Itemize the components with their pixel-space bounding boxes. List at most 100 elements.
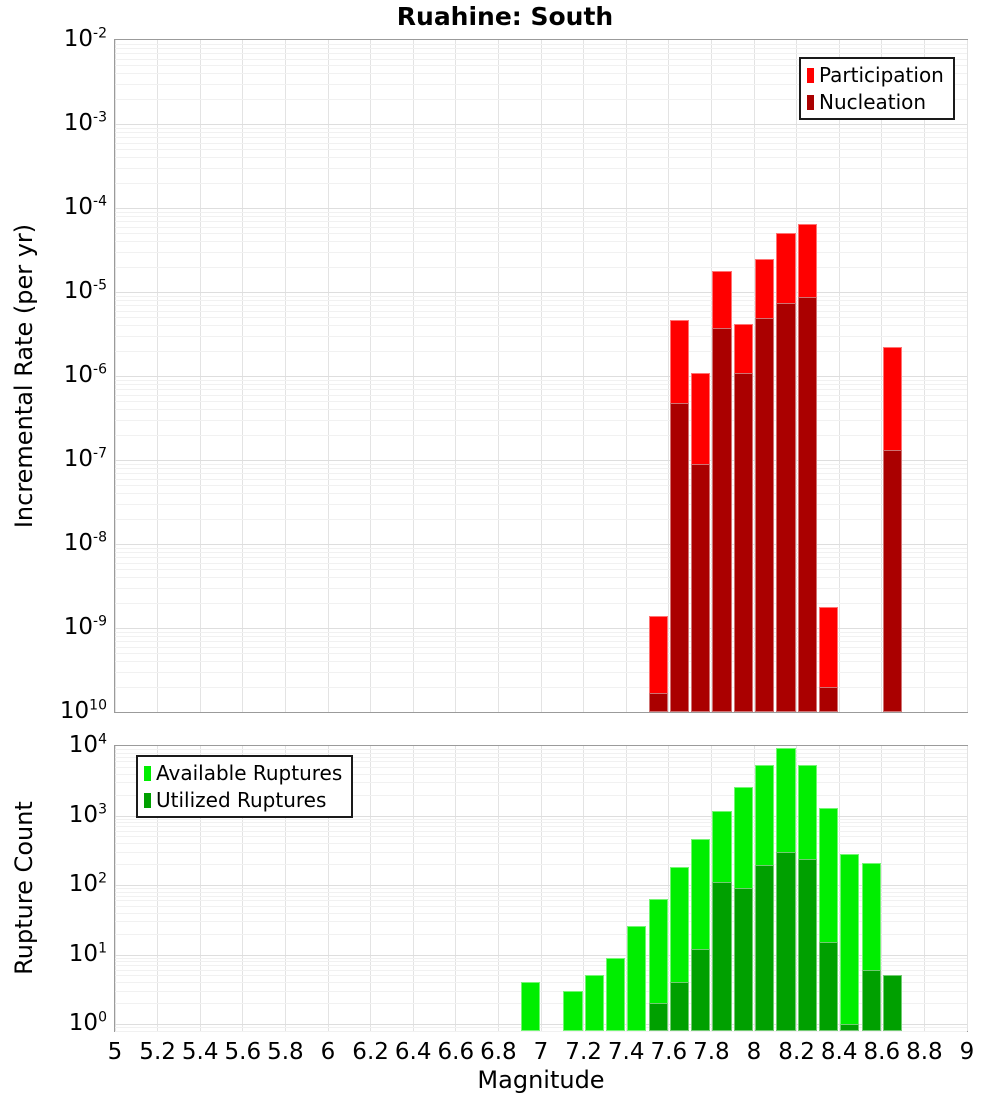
gridline-horizontal-minor — [115, 631, 967, 633]
gridline-horizontal-minor — [115, 295, 967, 297]
bar-utilized-ruptures — [840, 1024, 860, 1031]
gridline-horizontal-minor — [115, 843, 967, 845]
gridline-horizontal-major — [115, 376, 967, 377]
legend-incremental-rate: Participation Nucleation — [799, 57, 955, 120]
gridline-horizontal-minor — [115, 547, 967, 549]
gridline-horizontal-major — [115, 544, 967, 545]
gridline-horizontal-minor — [115, 335, 967, 337]
legend-marker-participation-icon — [807, 67, 814, 83]
x-axis-label: Magnitude — [477, 1066, 605, 1094]
y-tick-label: 10-6 — [63, 361, 107, 388]
bar-nucleation — [797, 297, 817, 712]
bar-nucleation — [733, 372, 753, 712]
bar-utilized-ruptures — [882, 975, 903, 1031]
gridline-horizontal-minor — [115, 384, 967, 386]
gridline-horizontal-minor — [115, 895, 967, 897]
x-tick-label: 7.8 — [693, 1039, 730, 1065]
y-tick-label: 103 — [68, 800, 107, 828]
gridline-horizontal-minor — [115, 933, 967, 935]
incremental-rate-plot-area — [114, 39, 968, 713]
gridline-horizontal-minor — [115, 167, 967, 169]
x-tick-label: 6 — [320, 1039, 336, 1065]
gridline-horizontal-minor — [115, 969, 967, 971]
gridline-horizontal-minor — [115, 317, 967, 319]
gridline-horizontal-major — [115, 1024, 967, 1026]
y-tick-label: 101 — [68, 939, 107, 967]
gridline-horizontal-minor — [115, 157, 967, 159]
legend-marker-available-ruptures-icon — [144, 765, 151, 781]
gridline-horizontal-minor — [115, 686, 967, 688]
gridline-horizontal-minor — [115, 58, 967, 60]
x-tick-label: 6.2 — [352, 1039, 389, 1065]
gridline-horizontal-minor — [115, 557, 967, 558]
gridline-horizontal-minor — [115, 864, 967, 866]
gridline-horizontal-minor — [115, 990, 967, 992]
gridline-horizontal-major — [115, 885, 967, 887]
x-tick-label: 5.8 — [267, 1039, 304, 1065]
gridline-horizontal-minor — [115, 569, 967, 571]
bar-nucleation — [712, 328, 732, 712]
bar-available-ruptures — [605, 957, 626, 1031]
gridline-horizontal-minor — [115, 822, 967, 824]
gridline-horizontal-minor — [115, 577, 967, 579]
gridline-horizontal-minor — [115, 226, 967, 228]
gridline-horizontal-minor — [115, 132, 967, 134]
legend-marker-utilized-ruptures-icon — [144, 792, 151, 808]
x-tick-label: 7.6 — [650, 1039, 688, 1065]
gridline-vertical — [966, 40, 968, 712]
x-tick-label: 7.2 — [565, 1039, 602, 1065]
gridline-horizontal-minor — [115, 766, 967, 768]
gridline-horizontal-minor — [115, 305, 967, 306]
gridline-horizontal-minor — [115, 350, 967, 352]
gridline-horizontal-minor — [115, 587, 967, 589]
gridline-horizontal-minor — [115, 782, 967, 784]
gridline-horizontal-minor — [115, 749, 967, 751]
bar-available-ruptures — [520, 982, 540, 1031]
gridline-horizontal-minor — [115, 43, 967, 45]
gridline-horizontal-minor — [115, 1030, 967, 1032]
y-tick-label: 100 — [68, 1009, 107, 1037]
gridline-horizontal-minor — [115, 900, 967, 902]
gridline-horizontal-minor — [115, 982, 967, 984]
y-tick-label: 1010 — [59, 697, 107, 724]
gridline-horizontal-minor — [115, 641, 967, 642]
bar-nucleation — [669, 402, 690, 712]
gridline-horizontal-major — [115, 124, 967, 125]
gridline-horizontal-minor — [115, 888, 967, 890]
gridline-horizontal-minor — [115, 518, 967, 520]
gridline-horizontal-minor — [115, 646, 967, 648]
y-tick-label: 102 — [68, 870, 107, 898]
gridline-horizontal-minor — [115, 83, 967, 85]
x-tick-label: 9 — [959, 1039, 975, 1065]
legend-entry-nucleation: Nucleation — [807, 90, 944, 114]
x-tick-label: 8.2 — [778, 1039, 815, 1065]
gridline-horizontal-minor — [115, 552, 967, 554]
legend-label-utilized-ruptures: Utilized Ruptures — [156, 788, 327, 812]
gridline-horizontal-minor — [115, 905, 967, 907]
bar-available-ruptures — [840, 853, 860, 1031]
y-tick-label: 104 — [68, 731, 107, 758]
legend-entry-participation: Participation — [807, 63, 944, 87]
legend-rupture-count: Available Ruptures Utilized Ruptures — [136, 755, 354, 818]
x-tick-label: 8 — [746, 1039, 762, 1065]
gridline-horizontal-minor — [115, 73, 967, 75]
gridline-horizontal-minor — [115, 216, 967, 218]
y-tick-label: 10-5 — [63, 277, 107, 304]
gridline-horizontal-minor — [115, 1027, 967, 1029]
x-tick-label: 5.4 — [181, 1039, 219, 1065]
gridline-horizontal-minor — [115, 756, 967, 758]
gridline-horizontal-minor — [115, 921, 967, 923]
gridline-horizontal-minor — [115, 836, 967, 838]
gridline-horizontal-minor — [115, 48, 967, 50]
gridline-horizontal-minor — [115, 818, 967, 820]
y-tick-label: 10-4 — [63, 193, 107, 220]
gridline-horizontal-minor — [115, 463, 967, 465]
legend-label-nucleation: Nucleation — [819, 90, 927, 114]
gridline-horizontal-minor — [115, 473, 967, 474]
gridline-horizontal-minor — [115, 830, 967, 832]
gridline-horizontal-minor — [115, 98, 967, 100]
gridline-horizontal-minor — [115, 149, 967, 151]
gridline-horizontal-minor — [115, 503, 967, 505]
bar-utilized-ruptures — [669, 982, 690, 1031]
